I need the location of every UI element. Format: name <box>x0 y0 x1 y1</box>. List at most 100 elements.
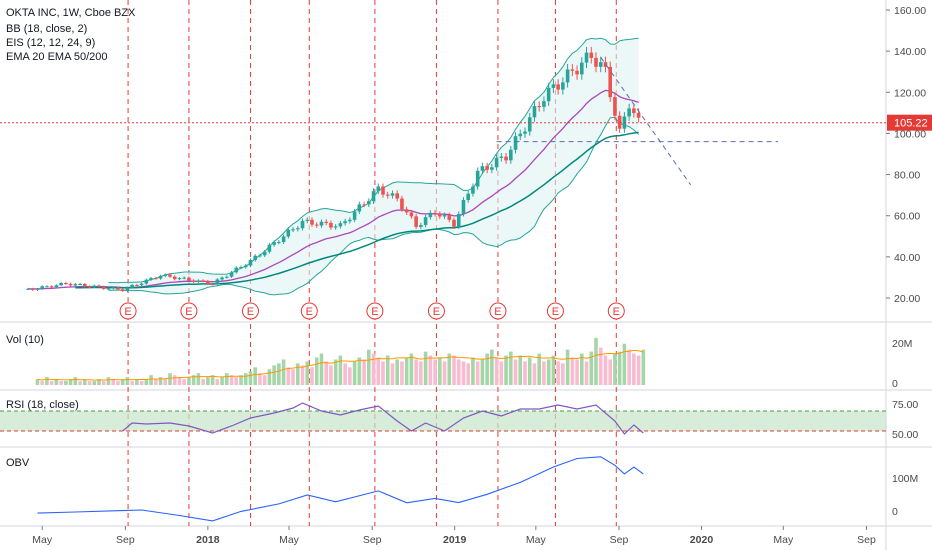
volume-bar <box>509 351 513 385</box>
price-tick-label: 120.00 <box>894 87 926 99</box>
volume-bar <box>414 359 418 385</box>
volume-bar <box>376 357 381 385</box>
volume-bar <box>144 379 149 385</box>
candle-body <box>580 62 584 75</box>
earnings-icon <box>300 302 318 320</box>
candle-body <box>367 201 371 205</box>
trendline <box>600 57 692 186</box>
candle-body <box>229 272 234 277</box>
rsi-line <box>122 402 644 435</box>
volume-bar <box>438 357 442 385</box>
candle-body <box>49 286 54 288</box>
candle-body <box>68 283 73 286</box>
candle-body <box>627 108 631 117</box>
price-candles[interactable] <box>26 46 641 292</box>
earnings-label: E <box>371 306 378 318</box>
indicator-eis: EIS (12, 12, 24, 9) <box>6 37 95 49</box>
candle-body <box>400 198 404 210</box>
candle-body <box>485 166 489 170</box>
time-tick-label: 2019 <box>443 534 467 546</box>
volume-ma-line <box>37 349 644 381</box>
volume-bar <box>622 343 627 385</box>
volume-bar <box>556 361 560 385</box>
candle-body <box>381 186 385 195</box>
candle-body <box>45 286 49 288</box>
candle-body <box>97 285 101 287</box>
candle-body <box>130 284 134 288</box>
volume-bar <box>381 361 385 385</box>
candle-body <box>513 136 518 150</box>
candle-body <box>253 255 257 261</box>
volume-bar <box>215 379 220 385</box>
candle-body <box>456 213 461 227</box>
volume-bar <box>196 373 201 385</box>
candle-body <box>438 213 442 217</box>
candle-body <box>310 219 314 225</box>
time-axis: May Sep 2018 May Sep 2019 May Sep 2020 May Sep <box>32 526 876 546</box>
candle-body <box>452 219 456 227</box>
volume-bar <box>466 363 470 385</box>
volume-bar <box>106 377 111 385</box>
candle-body <box>636 112 641 118</box>
earnings-icon <box>241 302 259 320</box>
candle-body <box>598 62 603 67</box>
volume-bar <box>433 359 437 385</box>
earnings-label: E <box>247 306 254 318</box>
candle-body <box>262 251 267 256</box>
candle-body <box>527 117 532 132</box>
volume-bar <box>158 377 163 385</box>
volume-bar <box>329 365 333 385</box>
indicator-ema: EMA 20 EMA 50/200 <box>6 51 108 63</box>
volume-bar <box>239 375 243 385</box>
volume-bar <box>168 373 172 385</box>
candle-body <box>433 212 437 214</box>
candle-body <box>87 286 92 288</box>
candle-body <box>191 280 196 282</box>
candle-body <box>35 288 40 290</box>
candle-body <box>182 277 186 279</box>
volume-bar <box>220 377 224 385</box>
volume-bar <box>584 361 589 385</box>
volume-bar <box>125 377 130 385</box>
volume-bar <box>423 351 428 385</box>
indicator-bb: BB (18, close, 2) <box>6 23 87 35</box>
rsi-axis: 75.00 50.00 <box>892 399 918 441</box>
volume-bar <box>513 359 518 385</box>
candle-body <box>177 278 182 280</box>
time-tick-label: Sep <box>363 534 382 546</box>
candle-body <box>206 281 210 284</box>
candle-body <box>561 82 565 90</box>
candle-body <box>556 84 560 90</box>
candle-body <box>73 284 78 286</box>
candle-body <box>281 236 286 243</box>
candle-body <box>537 106 541 108</box>
time-tick-label: May <box>526 534 547 546</box>
volume-bar <box>248 371 253 385</box>
candle-body <box>101 286 106 289</box>
volume-bar <box>348 367 352 385</box>
volume-bar <box>300 365 305 385</box>
volume-bar <box>636 355 641 385</box>
volume-bar <box>641 349 646 385</box>
volume-bar <box>565 349 570 385</box>
obv-line <box>37 456 644 522</box>
time-tick-label: 2020 <box>690 534 714 546</box>
candle-body <box>532 106 537 118</box>
price-tick-label: 40.00 <box>894 252 920 264</box>
candle-body <box>59 283 63 286</box>
volume-bar <box>73 377 78 385</box>
volume-bar <box>324 361 328 385</box>
volume-bar <box>617 351 622 385</box>
volume-bar <box>35 379 40 385</box>
volume-bar <box>130 381 134 385</box>
volume-bar <box>267 369 272 385</box>
earnings-icon <box>546 302 564 320</box>
price-axis: 160.00 140.00 120.00 100.00 80.00 60.00 40.00 2… <box>886 5 926 305</box>
candle-body <box>608 66 612 98</box>
volume-bar <box>262 375 267 385</box>
candle-body <box>475 170 480 187</box>
candle-body <box>466 193 470 200</box>
volume-bar <box>40 381 44 385</box>
